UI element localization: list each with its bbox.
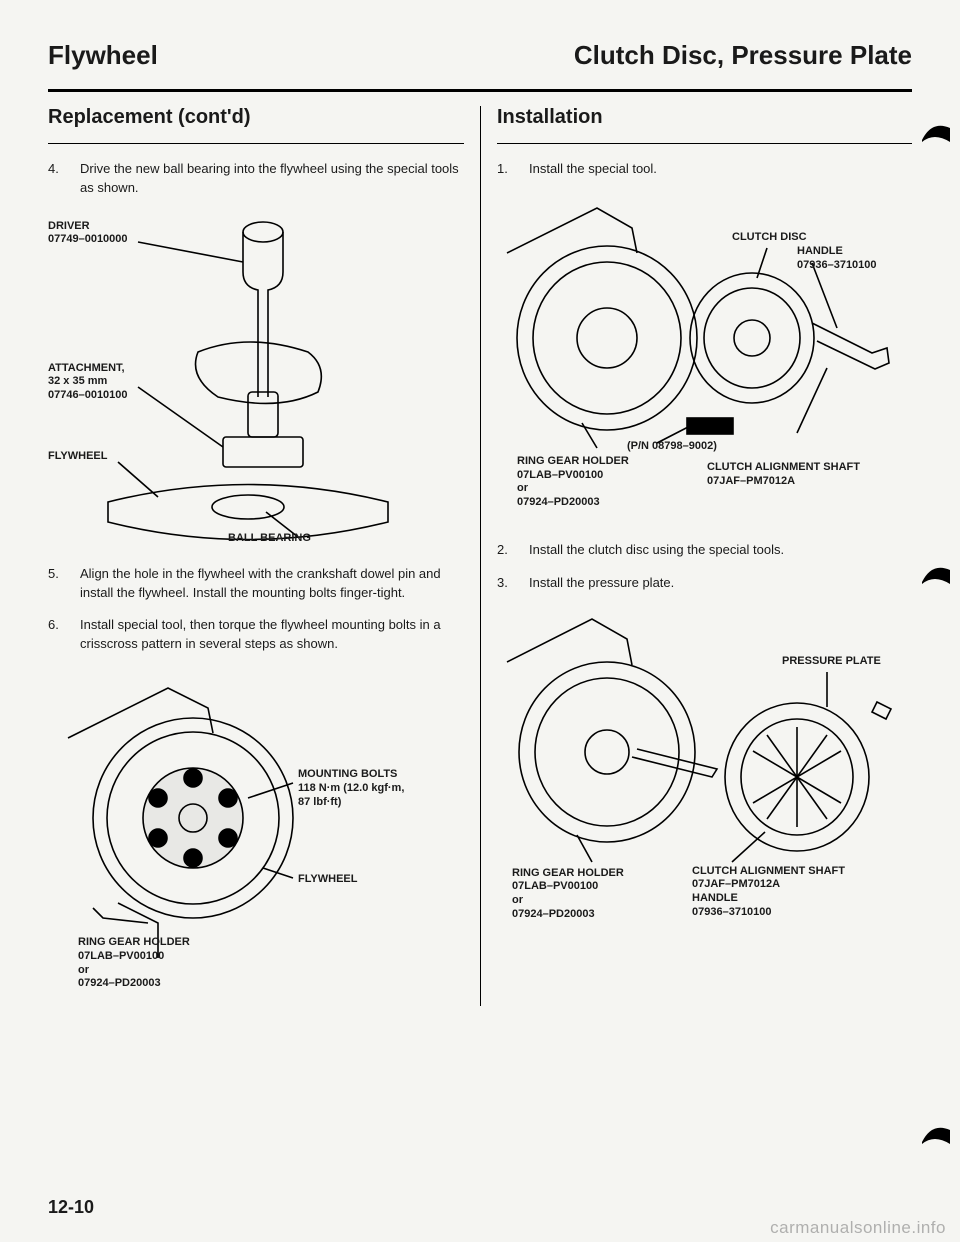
step-r1: 1. Install the special tool. xyxy=(497,160,912,179)
label-attachment: ATTACHMENT, 32 x 35 mm 07746–0010100 xyxy=(48,362,128,403)
step-r2: 2. Install the clutch disc using the spe… xyxy=(497,541,912,560)
step-6: 6. Install special tool, then torque the… xyxy=(48,616,464,654)
label-driver: DRIVER 07749–0010000 xyxy=(48,220,128,248)
label-ring-gear-holder: RING GEAR HOLDER 07LAB–PV00100 or 07924–… xyxy=(78,936,190,991)
header-left: Flywheel xyxy=(48,40,158,71)
step-number: 5. xyxy=(48,565,66,603)
right-subheading: Installation xyxy=(497,106,912,129)
step-r3: 3. Install the pressure plate. xyxy=(497,574,912,593)
figure-driver-flywheel: DRIVER 07749–0010000 ATTACHMENT, 32 x 35… xyxy=(48,212,464,547)
label-ring-gear-r1: RING GEAR HOLDER 07LAB–PV00100 or 07924–… xyxy=(517,455,629,510)
step-5: 5. Align the hole in the flywheel with t… xyxy=(48,565,464,603)
label-flywheel-2: FLYWHEEL xyxy=(298,873,358,887)
side-tab-icon xyxy=(920,118,954,144)
step-text: Install special tool, then torque the fl… xyxy=(80,616,464,654)
step-text: Install the clutch disc using the specia… xyxy=(529,541,784,560)
header-right: Clutch Disc, Pressure Plate xyxy=(574,40,912,71)
step-text: Drive the new ball bearing into the flyw… xyxy=(80,160,464,198)
figure-mounting-bolts: MOUNTING BOLTS 118 N·m (12.0 kgf·m, 87 l… xyxy=(48,668,464,988)
header-rule xyxy=(48,89,912,92)
label-flywheel: FLYWHEEL xyxy=(48,450,108,464)
page-header: Flywheel Clutch Disc, Pressure Plate xyxy=(48,40,912,71)
left-sub-rule xyxy=(48,143,464,144)
label-pressure-plate: PRESSURE PLATE xyxy=(782,655,881,669)
left-subheading: Replacement (cont'd) xyxy=(48,106,464,129)
watermark: carmanualsonline.info xyxy=(770,1218,946,1238)
label-cas-r2: CLUTCH ALIGNMENT SHAFT 07JAF–PM7012A HAN… xyxy=(692,865,845,920)
label-clutch-alignment-shaft: CLUTCH ALIGNMENT SHAFT 07JAF–PM7012A xyxy=(707,461,860,489)
step-text: Install the special tool. xyxy=(529,160,657,179)
step-number: 4. xyxy=(48,160,66,198)
label-ball-bearing: BALL BEARING xyxy=(228,532,311,546)
label-pn: (P/N 08798–9002) xyxy=(627,440,717,454)
step-number: 3. xyxy=(497,574,515,593)
step-4: 4. Drive the new ball bearing into the f… xyxy=(48,160,464,198)
step-text: Align the hole in the flywheel with the … xyxy=(80,565,464,603)
step-text: Install the pressure plate. xyxy=(529,574,674,593)
right-sub-rule xyxy=(497,143,912,144)
page-number: 12-10 xyxy=(48,1197,94,1218)
label-handle: HANDLE 07936–3710100 xyxy=(797,245,877,273)
figure-pressure-plate: PRESSURE PLATE RING GEAR HOLDER 07LAB–PV… xyxy=(497,607,912,937)
label-mounting-bolts: MOUNTING BOLTS 118 N·m (12.0 kgf·m, 87 l… xyxy=(298,768,404,809)
side-tab-icon xyxy=(920,560,954,586)
side-tab-icon xyxy=(920,1120,954,1146)
label-ring-gear-r2: RING GEAR HOLDER 07LAB–PV00100 or 07924–… xyxy=(512,867,624,922)
two-column-layout: Replacement (cont'd) 4. Drive the new ba… xyxy=(48,106,912,1006)
step-number: 6. xyxy=(48,616,66,654)
label-clutch-disc: CLUTCH DISC xyxy=(732,231,807,245)
right-column: Installation 1. Install the special tool… xyxy=(480,106,912,1006)
step-number: 2. xyxy=(497,541,515,560)
figure-clutch-disc: CLUTCH DISC HANDLE 07936–3710100 (P/N 08… xyxy=(497,193,912,523)
left-column: Replacement (cont'd) 4. Drive the new ba… xyxy=(48,106,480,1006)
step-number: 1. xyxy=(497,160,515,179)
